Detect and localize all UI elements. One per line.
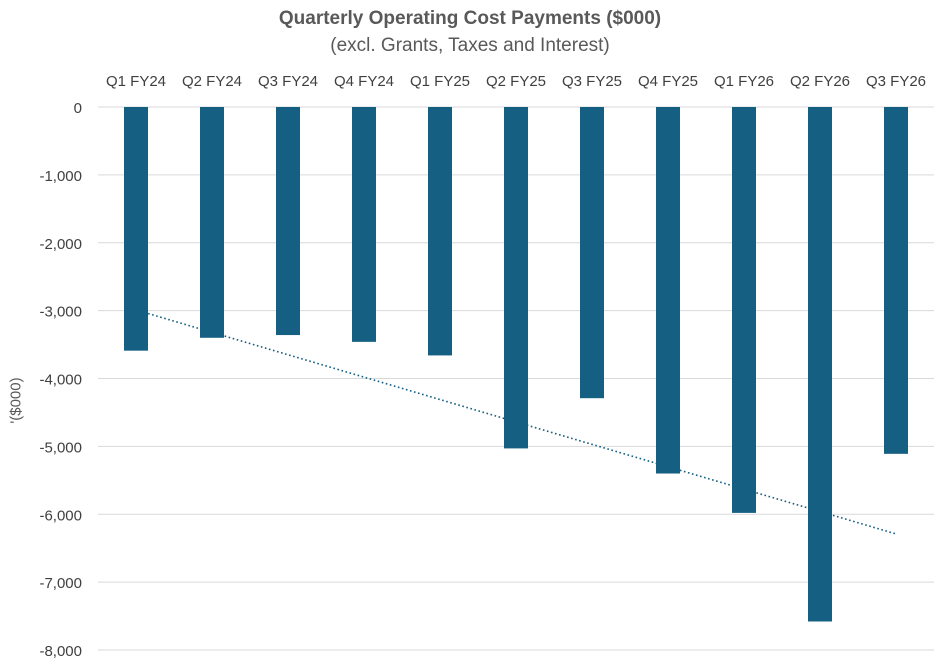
bar	[200, 107, 224, 338]
chart-subtitle: (excl. Grants, Taxes and Interest)	[330, 35, 610, 56]
bar	[580, 107, 604, 399]
x-tick-label: Q2 FY24	[182, 73, 242, 90]
x-tick-label: Q1 FY24	[106, 73, 166, 90]
trendline	[135, 309, 897, 535]
bar	[884, 107, 908, 454]
trendline-layer	[135, 309, 897, 535]
y-tick-labels: 0 -1,000 -2,000 -3,000 -4,000 -5,000 -6,000 -7,…	[39, 100, 82, 660]
bar	[504, 107, 528, 449]
bar	[656, 107, 680, 474]
x-tick-label: Q3 FY26	[866, 73, 926, 90]
x-tick-label: Q1 FY25	[410, 73, 470, 90]
y-tick-label: 0	[74, 100, 82, 117]
chart-title: Quarterly Operating Cost Payments ($000)	[278, 8, 662, 29]
bar	[428, 107, 452, 356]
x-tick-label: Q2 FY26	[790, 73, 850, 90]
y-tick-label: -6,000	[39, 507, 82, 524]
x-tick-label: Q4 FY25	[638, 73, 698, 90]
x-tick-labels: Q1 FY24 Q2 FY24 Q3 FY24 Q4 FY24 Q1 FY25 Q2 FY…	[106, 73, 926, 90]
y-tick-label: -7,000	[39, 575, 82, 592]
x-tick-label: Q2 FY25	[486, 73, 546, 90]
bar	[732, 107, 756, 513]
x-tick-label: Q1 FY26	[714, 73, 774, 90]
y-tick-label: -1,000	[39, 168, 82, 185]
y-tick-label: -4,000	[39, 372, 82, 389]
y-tick-label: -3,000	[39, 304, 82, 321]
y-tick-label: -2,000	[39, 236, 82, 253]
bar	[808, 107, 832, 622]
x-tick-label: Q3 FY24	[258, 73, 318, 90]
x-tick-label: Q4 FY24	[334, 73, 394, 90]
bar	[124, 107, 148, 351]
gridlines	[98, 106, 934, 651]
y-tick-label: -5,000	[39, 439, 82, 456]
y-tick-label: -8,000	[39, 643, 82, 660]
x-tick-label: Q3 FY25	[562, 73, 622, 90]
bar	[352, 107, 376, 342]
bar-series	[124, 107, 908, 622]
bar	[276, 107, 300, 336]
